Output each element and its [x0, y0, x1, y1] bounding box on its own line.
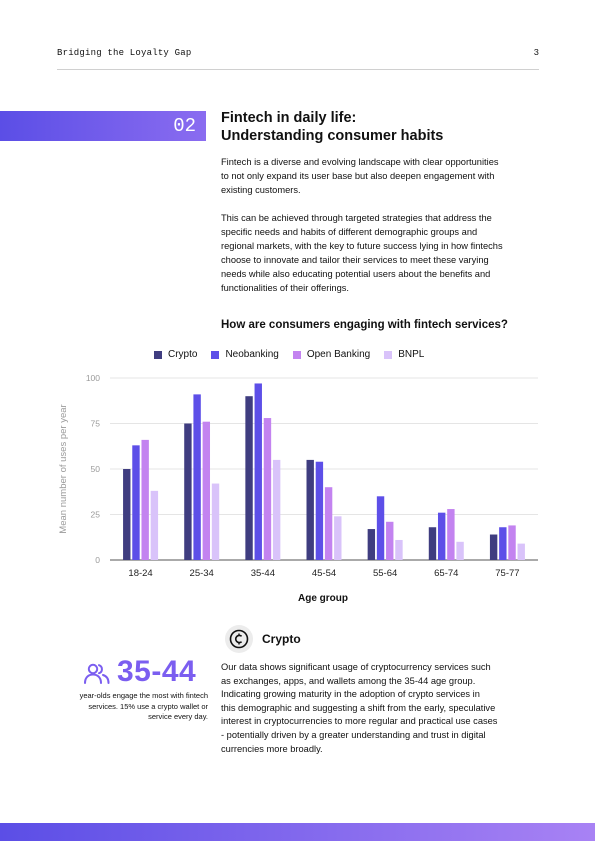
bar-open-banking	[141, 439, 149, 560]
bar-bnpl	[395, 539, 403, 560]
legend-label: Crypto	[168, 349, 198, 360]
bar-open-banking	[324, 487, 333, 560]
section-title: Fintech in daily life: Understanding con…	[221, 109, 443, 145]
bar-open-banking	[386, 521, 394, 560]
y-tick-label: 0	[95, 555, 100, 565]
paragraph-line: Our data shows significant usage of cryp…	[221, 662, 491, 672]
legend-item-crypto: Crypto	[154, 349, 197, 360]
legend-label: Open Banking	[306, 349, 371, 360]
paragraph-line: to not only expand its user base but als…	[221, 171, 495, 181]
x-tick-label: 18-24	[128, 568, 152, 579]
bar-neobanking	[315, 461, 324, 560]
bar-crypto	[367, 529, 376, 560]
bar-neobanking	[193, 394, 201, 560]
bar-crypto	[184, 423, 192, 560]
paragraph-line: as exchanges, apps, and wallets among th…	[221, 675, 476, 686]
paragraph-line: currencies more broadly.	[221, 743, 323, 754]
header-title: Bridging the Loyalty Gap	[57, 48, 192, 58]
y-tick-label: 75	[91, 419, 101, 429]
paragraph-line: existing customers.	[221, 185, 301, 195]
bar-neobanking	[437, 512, 446, 560]
section-number-bar: 02	[0, 111, 206, 141]
page-number: 3	[533, 48, 539, 58]
paragraph-line: specific needs and habits of different d…	[221, 227, 478, 237]
bar-crypto	[489, 534, 498, 560]
legend-item-neobanking: Neobanking	[211, 349, 279, 360]
bar-bnpl	[334, 516, 342, 560]
bar-neobanking	[376, 496, 385, 560]
bar-bnpl	[517, 543, 525, 560]
footer-bar	[0, 823, 595, 841]
bar-neobanking	[499, 527, 507, 560]
y-tick-label: 100	[86, 373, 100, 383]
x-axis-title: Age group	[298, 593, 348, 604]
bar-crypto	[428, 527, 437, 560]
strategy-paragraph: This can be achieved through targeted st…	[221, 211, 521, 295]
legend-swatch	[154, 350, 162, 359]
stat-value: 35-44	[117, 655, 197, 688]
y-tick-label: 25	[91, 510, 101, 520]
stat-caption: year-olds engage the most with fintech s…	[62, 691, 208, 723]
intro-paragraph: Fintech is a diverse and evolving landsc…	[221, 155, 521, 197]
x-tick-label: 45-54	[312, 568, 336, 579]
bar-bnpl	[150, 490, 159, 560]
bar-bnpl	[456, 541, 464, 560]
legend-swatch	[211, 350, 220, 359]
crypto-paragraph: Our data shows significant usage of cryp…	[221, 661, 521, 756]
caption-line: year-olds engage the most with fintech	[79, 691, 208, 700]
bar-chart: 0 25 50 75 100 Mean number of uses per year 18…	[58, 373, 538, 579]
bar-open-banking	[202, 421, 211, 560]
y-tick-label: 50	[91, 464, 101, 474]
legend-item-bnpl: BNPL	[384, 349, 424, 360]
people-icon	[83, 662, 111, 691]
legend-swatch	[292, 350, 301, 359]
legend-item-open-banking: Open Banking	[292, 349, 371, 360]
legend-swatch	[384, 350, 393, 359]
paragraph-line: Indicating growing maturity in the adopt…	[221, 689, 480, 700]
caption-line: services. 15% use a crypto wallet or	[88, 701, 208, 711]
bar-crypto	[245, 396, 253, 560]
section-title-line: Fintech in daily life:	[221, 110, 357, 126]
legend-label: BNPL	[398, 349, 425, 360]
crypto-coin-icon	[225, 625, 253, 653]
paragraph-line: interest in cryptocurrencies to more reg…	[221, 716, 498, 727]
section-title-line: Understanding consumer habits	[221, 128, 444, 144]
bar-neobanking	[132, 445, 140, 560]
bar-open-banking	[508, 525, 516, 560]
x-tick-label: 75-77	[495, 568, 519, 579]
x-tick-label: 55-64	[373, 568, 397, 579]
bar-neobanking	[254, 383, 262, 560]
header-divider	[57, 69, 539, 70]
paragraph-line: functionalities of their offerings.	[221, 283, 349, 293]
chart-title: How are consumers engaging with fintech …	[221, 319, 508, 331]
paragraph-line: this demographic and suggesting a shift …	[221, 702, 496, 713]
crypto-heading: Crypto	[262, 632, 301, 646]
paragraph-line: - potentially driven by a greater unders…	[221, 729, 486, 740]
bar-bnpl	[272, 459, 281, 560]
y-axis-title: Mean number of uses per year	[58, 404, 69, 533]
paragraph-line: Fintech is a diverse and evolving landsc…	[221, 157, 499, 167]
chart-legend: Crypto Neobanking Open Banking BNPL	[154, 349, 438, 360]
paragraph-line: choose to innovate and tailor their serv…	[221, 255, 489, 265]
x-tick-label: 65-74	[434, 568, 458, 579]
bar-open-banking	[447, 509, 455, 560]
caption-line: service every day.	[148, 712, 208, 721]
bar-crypto	[306, 459, 314, 560]
paragraph-line: needs while also educating potential use…	[221, 269, 491, 279]
x-tick-label: 35-44	[251, 568, 275, 579]
x-tick-label: 25-34	[190, 568, 214, 579]
paragraph-line: regional markets, with the key to future…	[221, 241, 503, 251]
bar-open-banking	[263, 418, 272, 560]
paragraph-line: This can be achieved through targeted st…	[221, 213, 492, 223]
bar-crypto	[123, 469, 131, 560]
legend-label: Neobanking	[225, 349, 279, 360]
section-number: 02	[173, 115, 196, 137]
bar-bnpl	[211, 483, 220, 560]
